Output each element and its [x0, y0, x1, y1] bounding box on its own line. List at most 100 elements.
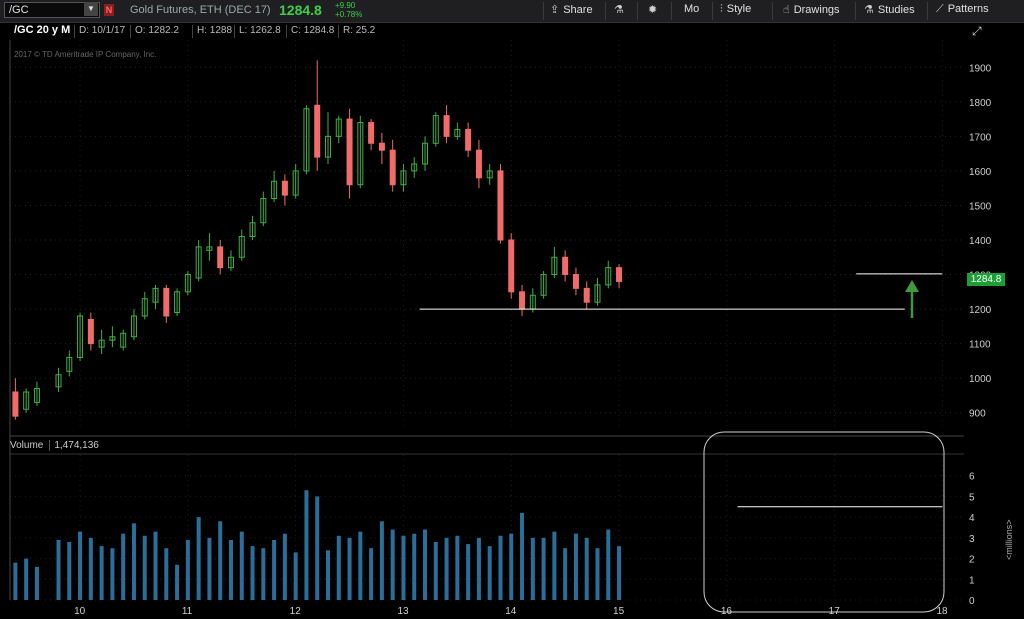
- volume-tick-label: 0: [969, 596, 975, 607]
- candle-body: [357, 122, 364, 186]
- top-toolbar: /GC ▼ Ν Gold Futures, ETH (DEC 17) 1284.…: [0, 0, 1024, 23]
- volume-header: Volume 1,474,136: [10, 440, 105, 454]
- volume-bar: [121, 533, 126, 600]
- patterns-button[interactable]: ⟋ Patterns: [936, 3, 989, 19]
- volume-bar: [153, 531, 158, 600]
- separator: [543, 2, 544, 20]
- volume-bar: [369, 548, 374, 600]
- volume-bar: [390, 529, 395, 600]
- volume-bar: [315, 496, 320, 600]
- candle-body: [195, 246, 202, 279]
- candle-body: [314, 104, 321, 158]
- candle-body: [66, 356, 73, 372]
- time-tick-label: 12: [290, 606, 302, 617]
- volume-bar: [293, 552, 298, 600]
- candle-body: [519, 291, 526, 310]
- volume-bar: [239, 531, 244, 600]
- candle-body: [206, 246, 213, 251]
- volume-bar: [595, 548, 600, 600]
- price-tick-label: 900: [969, 409, 986, 420]
- volume-bar: [541, 537, 546, 600]
- flask-button[interactable]: ⚗: [614, 3, 628, 19]
- volume-value: 1,474,136: [49, 440, 99, 451]
- candle-body: [605, 267, 612, 286]
- candle-body: [271, 180, 278, 200]
- patterns-icon: ⟋: [936, 3, 944, 15]
- volume-bar: [99, 546, 104, 600]
- price-tick-label: 1800: [969, 98, 992, 109]
- time-tick-label: 17: [829, 606, 841, 617]
- candle-body: [346, 118, 353, 186]
- candle-body: [454, 128, 461, 137]
- candle-body: [475, 149, 482, 179]
- horizontal-lines-layer: [419, 273, 943, 508]
- drawings-button[interactable]: ☝ Drawings: [783, 3, 840, 19]
- drawings-icon: ☝: [783, 4, 790, 16]
- volume-bar: [185, 539, 190, 600]
- style-button[interactable]: ⫶ Style: [720, 3, 751, 19]
- candle-body: [184, 274, 191, 293]
- volume-bar: [326, 550, 330, 600]
- volume-bar: [78, 531, 83, 600]
- candle-body: [174, 291, 181, 314]
- candle-body: [378, 142, 385, 151]
- symbol-input[interactable]: /GC: [4, 2, 100, 18]
- volume-bar: [282, 533, 287, 600]
- expand-chart-icon[interactable]: ⤢: [972, 24, 982, 38]
- candle-body: [389, 149, 396, 186]
- candle-body: [551, 256, 558, 276]
- mode-button[interactable]: Mo: [684, 3, 699, 19]
- header-date: D: 10/1/17: [74, 25, 125, 38]
- volume-unit-label: <millions>: [1004, 519, 1014, 560]
- candle-body: [486, 170, 493, 179]
- candle-body: [562, 256, 569, 276]
- studies-button[interactable]: ⚗ Studies: [864, 3, 915, 19]
- symbol-dropdown-icon[interactable]: ▼: [84, 2, 98, 16]
- drawings-label: Drawings: [793, 4, 840, 16]
- volume-bar: [530, 537, 535, 600]
- volume-bar: [584, 537, 589, 600]
- candle-body: [120, 332, 127, 348]
- link-flag-icon[interactable]: Ν: [104, 4, 114, 16]
- volume-bar: [207, 537, 212, 600]
- candle-body: [529, 294, 536, 310]
- candle-body: [141, 298, 148, 317]
- volume-tick-label: 4: [969, 513, 975, 524]
- candle-body: [422, 142, 429, 165]
- volume-bar: [606, 529, 611, 600]
- volume-bar: [175, 564, 180, 600]
- volume-bar: [466, 544, 471, 600]
- volume-bar: [88, 537, 93, 600]
- studies-label: Studies: [877, 4, 915, 16]
- settings-button[interactable]: ✹: [648, 3, 661, 19]
- price-change: +9.90 +0.78%: [335, 1, 362, 19]
- share-button[interactable]: ⇪ Share: [550, 3, 593, 19]
- time-tick-label: 11: [182, 606, 193, 617]
- volume-bar: [34, 566, 39, 600]
- candle-body: [249, 222, 256, 238]
- header-low: L: 1262.8: [234, 25, 281, 38]
- volume-bar: [423, 529, 428, 600]
- volume-bar: [261, 548, 266, 600]
- volume-bar: [455, 535, 460, 600]
- volume-bar: [196, 517, 201, 600]
- separator: [855, 2, 856, 20]
- candle-body: [12, 391, 19, 417]
- time-tick-label: 15: [613, 606, 625, 617]
- volume-bar: [347, 537, 352, 600]
- candle-body: [497, 170, 504, 241]
- separator: [772, 2, 773, 20]
- candle-body: [227, 256, 234, 269]
- copyright-text: 2017 © TD Ameritrade IP Company, Inc.: [14, 50, 157, 59]
- candle-body: [616, 267, 623, 282]
- share-icon: ⇪: [550, 4, 560, 16]
- volume-bar: [110, 548, 115, 600]
- volume-label: Volume: [10, 440, 44, 451]
- volume-bar: [56, 539, 61, 600]
- volume-axis: 0 1 2 3 4 5 6: [969, 472, 975, 607]
- volume-bar: [379, 521, 384, 600]
- candle-body: [152, 287, 159, 303]
- price-tick-label: 1000: [969, 374, 992, 385]
- volume-bar: [444, 537, 449, 600]
